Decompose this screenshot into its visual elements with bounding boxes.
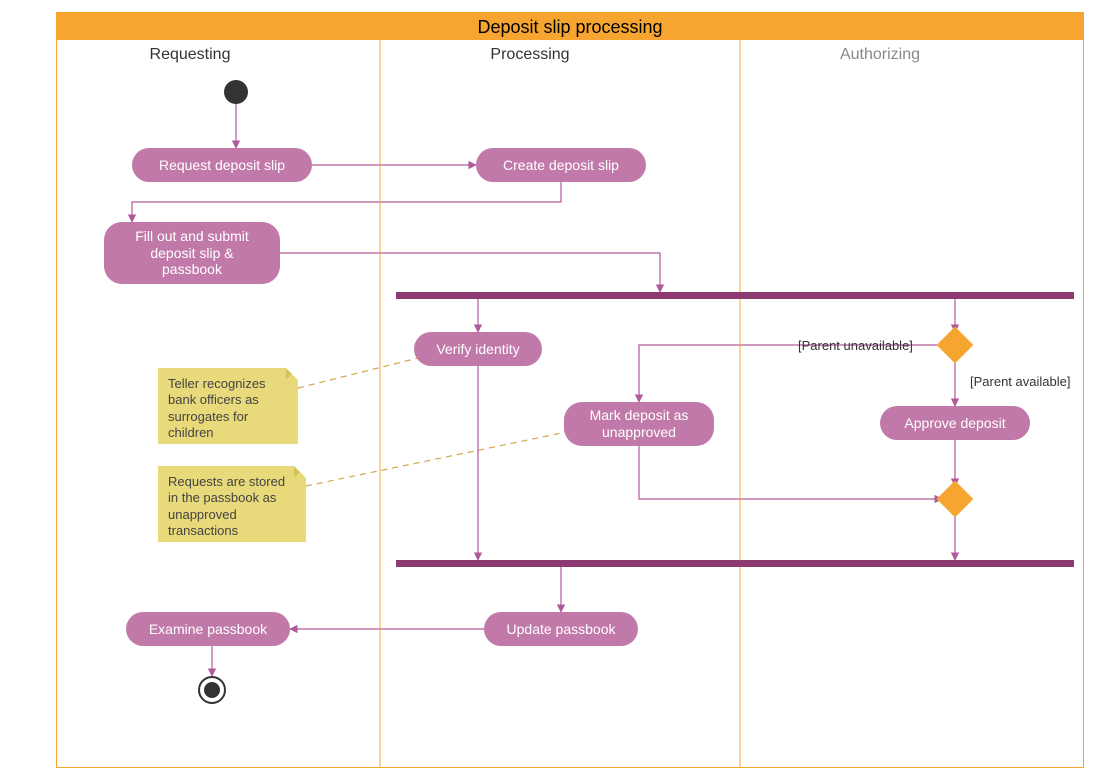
diagram-title: Deposit slip processing — [56, 12, 1084, 40]
activity-request: Request deposit slip — [132, 148, 312, 182]
note-note2: Requests are stored in the passbook as u… — [158, 466, 306, 542]
activity-approve: Approve deposit — [880, 406, 1030, 440]
lane-header-requesting: Requesting — [120, 46, 260, 64]
lane-header-authorizing: Authorizing — [810, 46, 950, 64]
guard-g1: [Parent unavailable] — [798, 338, 913, 353]
activity-verify: Verify identity — [414, 332, 542, 366]
lane-header-processing: Processing — [460, 46, 600, 64]
guard-g2: [Parent available] — [970, 374, 1070, 389]
end-node — [198, 676, 226, 704]
activity-fill: Fill out and submit deposit slip & passb… — [104, 222, 280, 284]
activity-examine: Examine passbook — [126, 612, 290, 646]
activity-update: Update passbook — [484, 612, 638, 646]
sync-bar-fork — [396, 292, 1074, 299]
activity-mark: Mark deposit as unapproved — [564, 402, 714, 446]
note-note1: Teller recognizes bank officers as surro… — [158, 368, 298, 444]
start-node — [224, 80, 248, 104]
activity-create: Create deposit slip — [476, 148, 646, 182]
sync-bar-join — [396, 560, 1074, 567]
diagram-canvas: Deposit slip processing Requesting Proce… — [0, 0, 1107, 782]
